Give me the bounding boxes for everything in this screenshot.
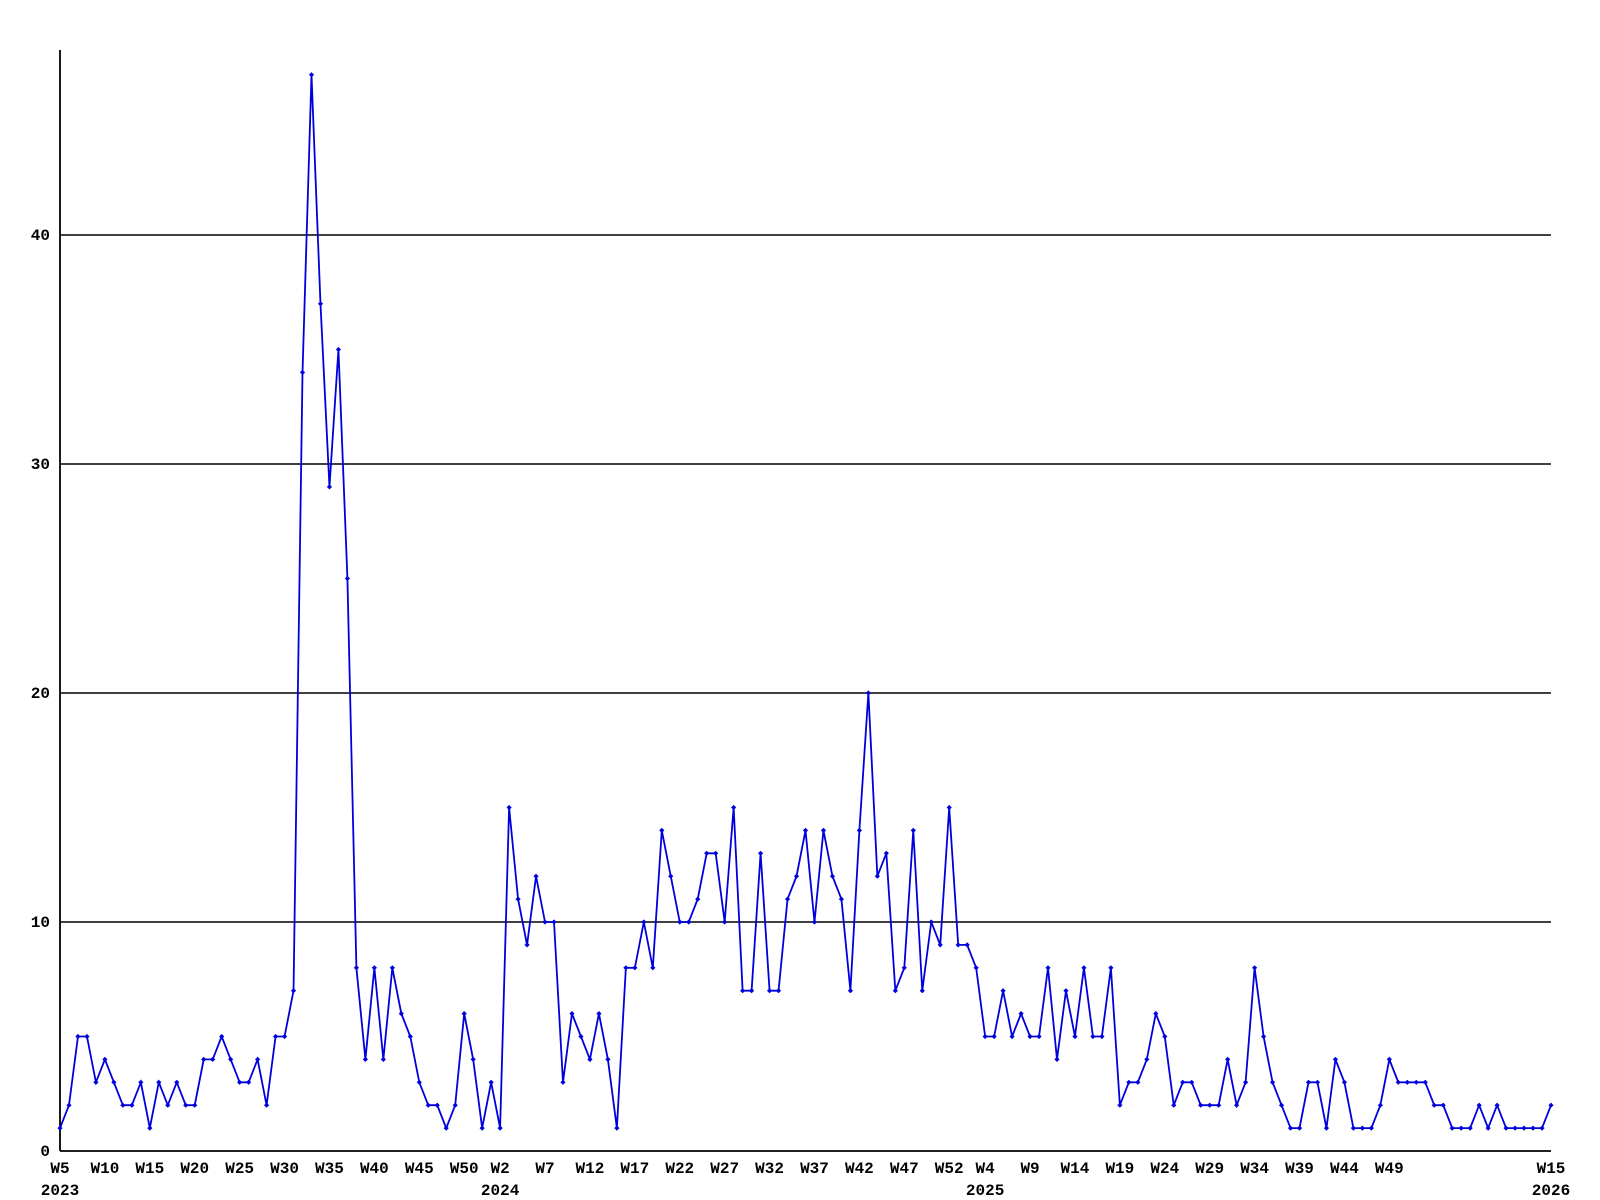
- svg-text:W7: W7: [535, 1160, 554, 1178]
- svg-text:W30: W30: [270, 1160, 299, 1178]
- svg-text:W47: W47: [890, 1160, 919, 1178]
- svg-text:W10: W10: [91, 1160, 120, 1178]
- svg-text:W44: W44: [1330, 1160, 1359, 1178]
- svg-text:10: 10: [31, 914, 50, 932]
- svg-text:W17: W17: [620, 1160, 649, 1178]
- svg-text:2026: 2026: [1532, 1182, 1570, 1200]
- svg-text:W9: W9: [1020, 1160, 1039, 1178]
- svg-text:W20: W20: [180, 1160, 209, 1178]
- svg-text:W24: W24: [1150, 1160, 1179, 1178]
- svg-text:W22: W22: [665, 1160, 694, 1178]
- svg-text:W39: W39: [1285, 1160, 1314, 1178]
- svg-text:W37: W37: [800, 1160, 829, 1178]
- svg-text:W2: W2: [491, 1160, 510, 1178]
- svg-text:W42: W42: [845, 1160, 874, 1178]
- svg-text:W14: W14: [1061, 1160, 1090, 1178]
- svg-text:W50: W50: [450, 1160, 479, 1178]
- svg-text:20: 20: [31, 685, 50, 703]
- svg-text:W5: W5: [50, 1160, 69, 1178]
- svg-text:W45: W45: [405, 1160, 434, 1178]
- svg-text:W19: W19: [1105, 1160, 1134, 1178]
- svg-text:0: 0: [40, 1143, 50, 1161]
- svg-text:W27: W27: [710, 1160, 739, 1178]
- svg-text:2025: 2025: [966, 1182, 1004, 1200]
- svg-text:W12: W12: [576, 1160, 605, 1178]
- svg-text:W34: W34: [1240, 1160, 1269, 1178]
- svg-text:30: 30: [31, 456, 50, 474]
- svg-text:W35: W35: [315, 1160, 344, 1178]
- svg-text:W40: W40: [360, 1160, 389, 1178]
- svg-text:W32: W32: [755, 1160, 784, 1178]
- svg-text:W15: W15: [1537, 1160, 1566, 1178]
- svg-text:W52: W52: [935, 1160, 964, 1178]
- svg-text:W4: W4: [976, 1160, 996, 1178]
- svg-text:W25: W25: [225, 1160, 254, 1178]
- svg-text:W49: W49: [1375, 1160, 1404, 1178]
- svg-text:2023: 2023: [41, 1182, 79, 1200]
- svg-text:W29: W29: [1195, 1160, 1224, 1178]
- svg-text:W15: W15: [135, 1160, 164, 1178]
- svg-text:40: 40: [31, 227, 50, 245]
- svg-text:2024: 2024: [481, 1182, 520, 1200]
